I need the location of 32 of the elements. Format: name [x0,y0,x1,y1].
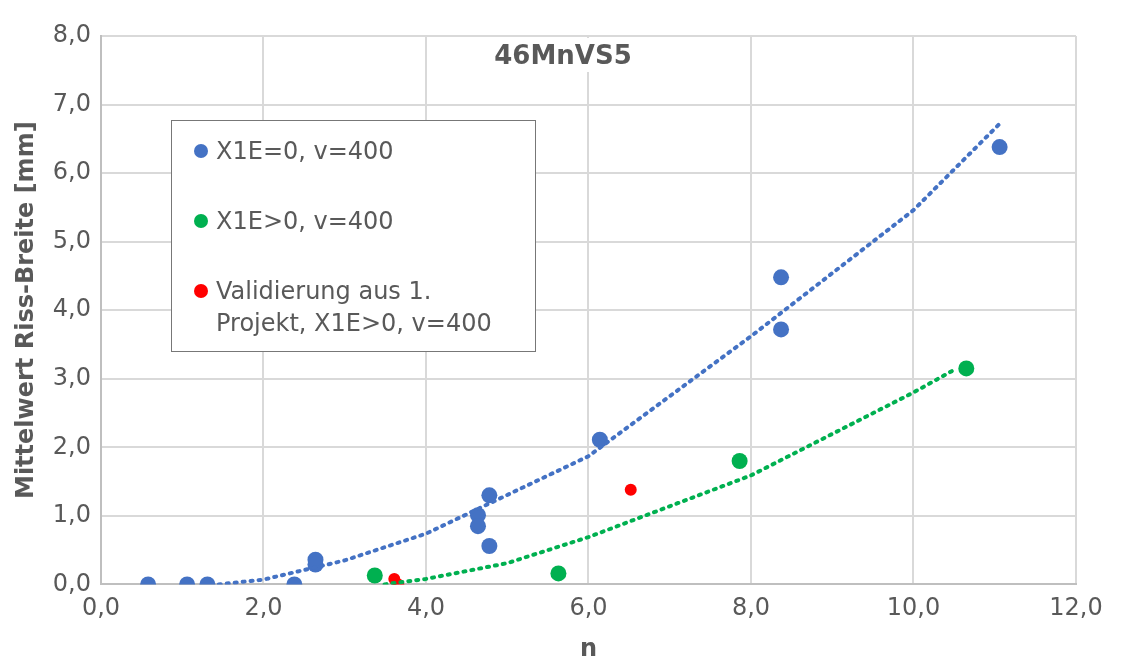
x-tick-label: 12,0 [1049,593,1103,622]
legend-label: X1E>0, v=400 [216,206,394,237]
point [481,538,498,555]
x-tick-label: 2,0 [244,593,283,622]
point [773,269,790,286]
point [481,487,498,504]
point [773,321,790,338]
line-series [216,121,1002,585]
point [958,360,975,377]
point [731,453,748,470]
x-tick-label: 10,0 [886,593,941,622]
x-axis-title: n [579,633,598,662]
legend-label: Validierung aus 1. Projekt, X1E>0, v=400 [216,276,493,339]
x-tick-label: 8,0 [731,593,771,622]
y-axis-title: Mittelwert Riss-Breite [mm] [10,121,39,499]
y-tick-label: 1,0 [52,500,91,529]
y-tick-label: 7,0 [52,88,91,117]
y-tick-label: 6,0 [52,157,91,186]
chart-title: 46MnVS5 [486,38,640,72]
x-tick-label: 4,0 [406,593,446,622]
point [366,567,383,584]
point [624,483,637,496]
y-tick-label: 2,0 [52,431,91,460]
legend-label: X1E=0, v=400 [216,136,394,167]
y-tick-label: 8,0 [52,20,91,49]
point [991,139,1008,156]
y-tick-label: 5,0 [52,225,91,254]
y-tick-label: 3,0 [52,362,91,391]
x-tick-label: 6,0 [569,593,608,622]
y-tick-label: 4,0 [52,294,91,323]
point [550,565,567,582]
point [469,518,486,535]
